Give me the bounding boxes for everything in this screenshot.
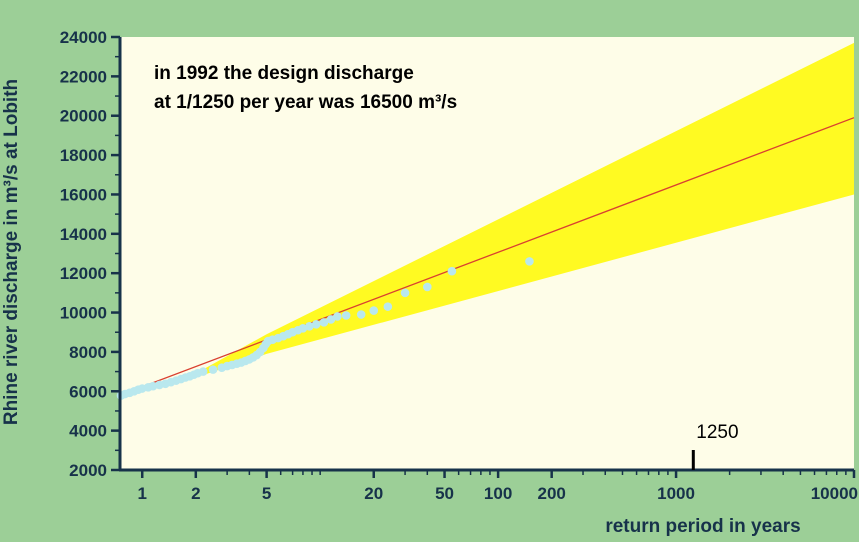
data-point (305, 322, 314, 331)
data-point (525, 257, 534, 266)
y-tick-label: 18000 (60, 146, 107, 165)
data-point (311, 320, 321, 329)
data-point (326, 315, 336, 324)
annotation-line-1: in 1992 the design discharge (154, 63, 414, 84)
x-tick-label: 100 (484, 484, 512, 503)
y-tick-label: 8000 (69, 343, 107, 362)
y-tick-label: 12000 (60, 264, 107, 283)
data-point (400, 288, 410, 298)
x-tick-label: 1 (137, 484, 146, 503)
data-point (369, 306, 379, 315)
x-tick-label: 2 (191, 484, 200, 503)
data-point (319, 318, 329, 327)
y-tick-label: 14000 (60, 225, 107, 244)
y-tick-label: 10000 (60, 304, 107, 323)
marker-1250-label: 1250 (696, 422, 738, 443)
confidence-band-layer (195, 42, 855, 378)
data-point (333, 312, 342, 321)
y-tick-label: 2000 (69, 461, 107, 480)
x-tick-label: 50 (435, 484, 454, 503)
data-point (148, 381, 158, 391)
data-point (383, 302, 393, 311)
annotation-line-2: at 1/1250 per year was 16500 m³/s (154, 92, 457, 113)
confidence-band (195, 42, 855, 378)
y-tick-label: 20000 (60, 107, 107, 126)
data-point (208, 365, 218, 374)
data-point (356, 310, 366, 319)
x-axis-title: return period in years (605, 516, 800, 537)
data-point (341, 311, 351, 320)
data-point (423, 282, 432, 292)
x-tick-label: 200 (537, 484, 565, 503)
y-tick-label: 22000 (60, 67, 107, 86)
y-tick-label: 24000 (60, 28, 107, 47)
x-tick-label: 20 (364, 484, 383, 503)
trend-line (119, 117, 855, 396)
y-axis-title: Rhine river discharge in m³/s at Lobith (1, 79, 22, 425)
data-point (198, 367, 208, 376)
x-tick-label: 10000 (811, 484, 858, 503)
ticks-layer: 2000 4000 6000 8000 10000 12000 14000 16000 1800… (60, 28, 858, 503)
trend-line-layer (119, 117, 855, 396)
data-point (447, 266, 457, 276)
data-point (298, 323, 308, 333)
x-tick-label: 1000 (657, 484, 695, 503)
y-tick-label: 4000 (69, 422, 107, 441)
return-period-marker: 1250 (691, 422, 739, 470)
x-tick-label: 5 (262, 484, 271, 503)
y-tick-label: 16000 (60, 185, 107, 204)
y-tick-label: 6000 (69, 382, 107, 401)
